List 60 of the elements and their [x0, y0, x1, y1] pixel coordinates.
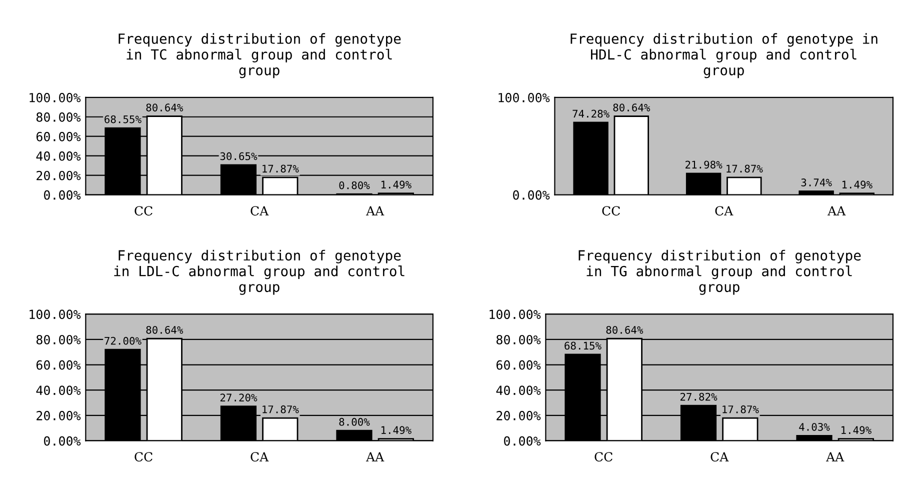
data-label: 27.20% — [220, 394, 258, 402]
y-tick-label: 0.00% — [513, 190, 550, 200]
y-tick-label: 0.00% — [504, 436, 541, 446]
y-tick-label: 60.00% — [36, 132, 81, 142]
data-label: 17.87% — [722, 405, 759, 414]
data-label: 80.64% — [146, 326, 184, 334]
x-tick-label: CC — [134, 452, 152, 462]
x-tick-label: AA — [366, 452, 384, 462]
chart-title: Frequency distribution of genotype in LDL-C abnormal group and control group — [114, 250, 404, 295]
x-tick-label: CA — [250, 452, 269, 462]
y-tick-label: 100.00% — [490, 310, 541, 320]
x-tick-label: CC — [134, 206, 152, 216]
data-label: 27.82% — [680, 392, 718, 401]
data-label: 1.49% — [381, 426, 412, 434]
y-tick-label: 80.00% — [36, 334, 81, 344]
chart-title: Frequency distribution of genotype in TG abnormal group and control group — [578, 250, 861, 295]
data-label: 68.55% — [104, 115, 142, 124]
y-tick-label: 40.00% — [496, 386, 541, 396]
data-label: 3.74% — [801, 178, 832, 186]
y-tick-label: 100.00% — [498, 92, 550, 102]
data-label: 17.87% — [726, 164, 763, 173]
y-tick-label: 100.00% — [30, 310, 81, 320]
data-label: 17.87% — [262, 164, 299, 173]
data-label: 1.49% — [381, 180, 412, 189]
x-tick-label: AA — [826, 452, 844, 462]
y-tick-label: 0.00% — [44, 436, 81, 446]
y-tick-label: 20.00% — [36, 170, 81, 180]
x-tick-label: CC — [602, 206, 620, 216]
y-tick-label: 0.00% — [44, 190, 81, 200]
chart-title: Frequency distribution of genotype in HDL-C abnormal group and control group — [570, 33, 878, 78]
x-tick-label: AA — [366, 206, 384, 216]
y-tick-label: 100.00% — [30, 92, 81, 102]
data-label: 4.03% — [799, 422, 830, 431]
x-tick-label: CA — [710, 452, 729, 462]
data-label: 68.15% — [564, 342, 602, 350]
x-tick-label: CA — [715, 206, 734, 216]
data-label: 0.80% — [339, 181, 370, 190]
data-label: 74.28% — [572, 110, 610, 118]
data-label: 80.64% — [613, 104, 650, 112]
y-tick-label: 40.00% — [36, 386, 81, 396]
data-label: 80.64% — [606, 326, 644, 334]
y-tick-label: 20.00% — [496, 410, 541, 420]
data-label: 21.98% — [686, 160, 722, 169]
y-tick-label: 20.00% — [36, 410, 81, 420]
data-label: 1.49% — [842, 426, 872, 434]
data-label: 17.87% — [262, 405, 299, 414]
y-tick-label: 80.00% — [496, 334, 541, 344]
data-label: 80.64% — [146, 104, 184, 112]
y-tick-label: 60.00% — [496, 360, 541, 370]
data-label: 1.49% — [842, 180, 872, 189]
chart-title: Frequency distribution of genotype in TC abnormal group and control group — [118, 33, 401, 78]
data-label: 8.00% — [339, 418, 370, 426]
x-tick-label: AA — [828, 206, 846, 216]
y-tick-label: 80.00% — [36, 112, 81, 122]
data-label: 72.00% — [104, 336, 142, 345]
data-label: 30.65% — [220, 152, 258, 160]
x-tick-label: CA — [250, 206, 269, 216]
x-tick-label: CC — [594, 452, 612, 462]
y-tick-label: 60.00% — [36, 360, 81, 370]
y-tick-label: 40.00% — [36, 151, 81, 161]
